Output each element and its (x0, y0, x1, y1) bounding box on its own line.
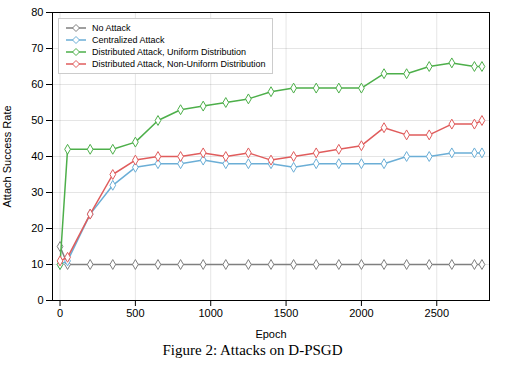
svg-text:1000: 1000 (198, 307, 222, 319)
html-text:No Attack: No Attack (92, 23, 131, 33)
html-text:Figure 2: Attacks on D-PSGD: Figure 2: Attacks on D-PSGD (162, 342, 343, 358)
svg-text:50: 50 (31, 114, 43, 126)
svg-text:2000: 2000 (349, 307, 373, 319)
html-text:Distributed Attack, Uniform Di: Distributed Attack, Uniform Distribution (92, 47, 247, 57)
svg-text:Epoch: Epoch (255, 328, 286, 340)
svg-text:0: 0 (57, 307, 63, 319)
svg-text:30: 30 (31, 186, 43, 198)
svg-text:70: 70 (31, 42, 43, 54)
svg-text:20: 20 (31, 222, 43, 234)
svg-text:80: 80 (31, 6, 43, 18)
html-text:Distributed Attack, Non-Unifor: Distributed Attack, Non-Uniform Distribu… (92, 59, 266, 69)
svg-text:2500: 2500 (425, 307, 449, 319)
svg-text:40: 40 (31, 150, 43, 162)
svg-text:60: 60 (31, 78, 43, 90)
svg-text:Attach Success Rate: Attach Success Rate (1, 105, 13, 207)
svg-text:500: 500 (126, 307, 144, 319)
html-text:Centralized Attack: Centralized Attack (92, 35, 165, 45)
svg-text:1500: 1500 (274, 307, 298, 319)
svg-text:0: 0 (37, 294, 43, 306)
svg-text:10: 10 (31, 258, 43, 270)
